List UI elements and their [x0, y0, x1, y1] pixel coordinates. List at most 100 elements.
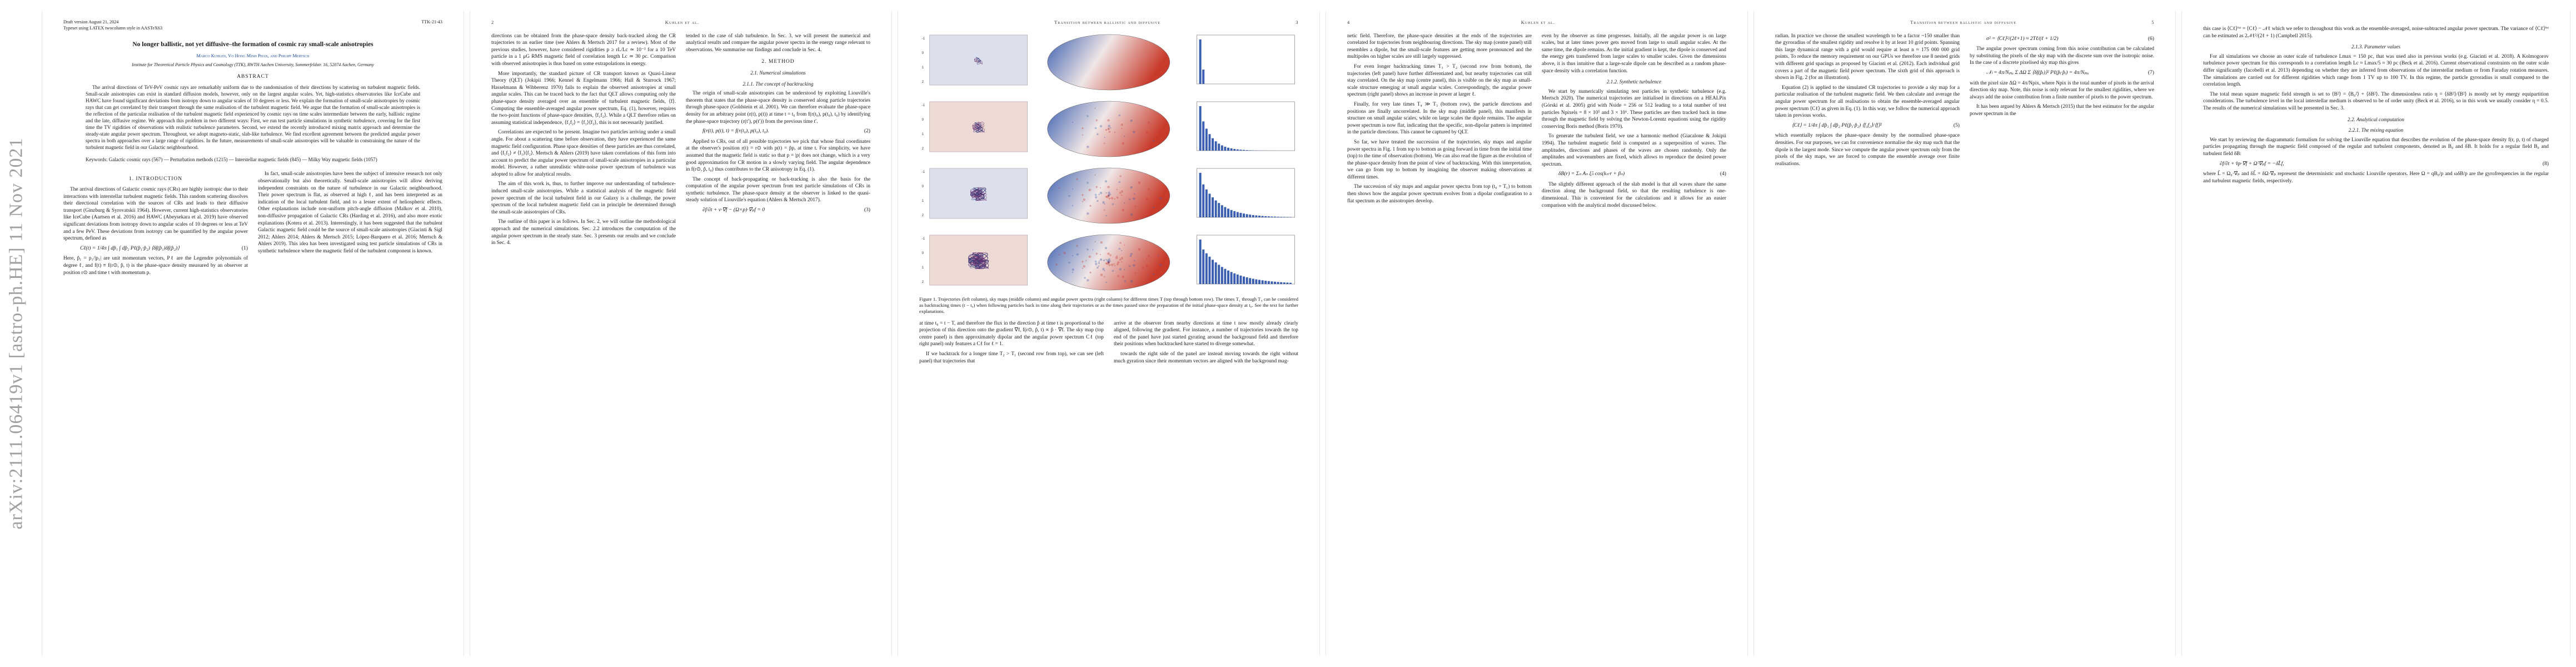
subsubsection-heading: 2.1.2. Synthetic turbulence [1606, 79, 1662, 85]
paragraph: The slightly different approach of the s… [1542, 181, 1726, 208]
paragraph: The origin of small-scale anisotropies c… [686, 91, 870, 125]
paragraph: We start by numerically simulating test … [1542, 88, 1726, 130]
section-heading: 2. METHOD [761, 59, 795, 65]
paragraph: towards the right side of the panel are … [1114, 351, 1298, 364]
svg-text:0: 0 [922, 185, 924, 188]
trajectory-panel: -1 0 1 2 [919, 99, 1031, 158]
authors[interactable]: Marco Kuhlen, Vo Hong Minh Phan, and Phi… [196, 53, 310, 58]
svg-text:2: 2 [922, 214, 924, 217]
svg-text:-1: -1 [922, 237, 925, 241]
preprint-header: Draft version August 21, 2024 Typeset us… [63, 19, 442, 31]
paragraph: If we backtrack for a longer time T₂ > T… [919, 351, 1104, 364]
power-spectrum-panel [1187, 166, 1298, 225]
skymap-panel [1039, 99, 1179, 158]
abstract-heading: ABSTRACT [237, 74, 269, 80]
paragraph: The angular power spectrum coming from t… [1970, 46, 2154, 66]
svg-text:2: 2 [922, 147, 924, 151]
svg-text:-1: -1 [922, 171, 925, 174]
paragraph: It has been argued by Ahlers & Mertsch (… [1970, 104, 2154, 117]
page-number: 3 [1296, 19, 1298, 25]
equation: 𝒩ₗ = 4π/Nₚᵢₓ Σ ΔΩ Σ ⟨δf(p̂ᵢ)⟩² Pℓ(p̂ᵢ·p̂… [1986, 69, 2154, 76]
paragraph: The aim of this work is, thus, to furthe… [491, 181, 676, 215]
page-6: this case is ⟨Cℓ⟩ⁱˢᵒ = ⟨Cℓ⟩ − 𝒩ℓ which w… [2181, 11, 2570, 656]
running-head: Transition between ballistic and diffusi… [1775, 19, 2154, 26]
subsection-heading: 2.1. Numerical simulations [750, 69, 806, 76]
equation: σ² = ⟨Cℓ⟩²/(2ℓ+1) ≈ 2Tℓ/(ℓ + 1/2) (6) [1986, 35, 2154, 42]
paragraph: arrive at the observer from nearby direc… [1114, 320, 1298, 347]
equation: f(r(t), p(t), t) = f(r(t₀), p(t₀), t₀).(… [702, 128, 870, 135]
paragraph: For even longer backtracking times T₃ > … [1347, 63, 1532, 98]
page-2: 2 Kuhlen et al. directions can be obtain… [470, 11, 892, 656]
paragraph: So far, we have treated the succession o… [1347, 139, 1532, 180]
running-title: Transition between ballistic and diffusi… [1054, 19, 1161, 25]
subsubsection-heading: 2.2.1. The mixing equation [2348, 127, 2404, 133]
paragraph: In fact, small-scale anisotropies have b… [258, 171, 442, 254]
keywords: Keywords: Galactic cosmic rays (567) — P… [86, 156, 377, 162]
paragraph: even by the observer as time progresses.… [1542, 33, 1726, 74]
paragraph: The total mean square magnetic field str… [2203, 91, 2549, 111]
skymap-panel [1039, 166, 1179, 225]
draft-date: Draft version August 21, 2024 [63, 19, 119, 24]
trajectory-panel: -1 0 1 2 [919, 233, 1031, 292]
paragraph: For all simulations we choose an outer s… [2203, 53, 2549, 88]
equation: ⟨Cℓ⟩ = 1/4π ∫ dp̂₁ ∫ dp̂₂ Pℓ(p̂₁·p̂₂) ⟨f… [1792, 122, 1960, 128]
subsubsection-heading: 2.1.3. Parameter values [2351, 44, 2401, 50]
paragraph: The outline of this paper is as follows.… [491, 219, 676, 246]
equation: ∂f/∂t + v·∇f − (Ω×p)·∇ₚf = 0 (3) [702, 207, 870, 213]
paragraph: More importantly, the standard picture o… [491, 71, 676, 126]
svg-text:1: 1 [922, 200, 924, 203]
paragraph: Applied to CRs, out of all possible traj… [686, 138, 870, 173]
skymap-panel [1039, 233, 1179, 292]
equation: δB(r) = Σₙ Aₙ ξ̂ₙ cos(kₙ·r + βₙ) (4) [1558, 171, 1726, 177]
running-head: Transition between ballistic and diffusi… [919, 19, 1298, 26]
svg-text:0: 0 [922, 118, 924, 122]
trajectory-panel: -1 0 1 2 [919, 166, 1031, 225]
paragraph: Correlations are expected to be present.… [491, 130, 676, 177]
paper-title: No longer ballistic, not yet diffusive–t… [132, 41, 373, 48]
equation: Cℓ(t) = 1/4π ∫ dp̂₁ ∫ dp̂₂ Pℓ(p̂₁·p̂₂) ⟨… [80, 245, 248, 251]
svg-text:1: 1 [922, 66, 924, 69]
page-1: Draft version August 21, 2024 Typeset us… [42, 11, 464, 656]
running-head: 2 Kuhlen et al. [491, 19, 870, 26]
paragraph: Equation (2) is applied to the simulated… [1775, 84, 1960, 119]
abstract-text: The arrival directions of TeV-PeV cosmic… [86, 84, 420, 150]
paragraph: The succession of sky maps and angular p… [1347, 184, 1532, 204]
page-number: 5 [2151, 19, 2154, 25]
paragraph: with the pixel size ΔΩ = 4π/Npix, where … [1970, 80, 2154, 100]
svg-text:0: 0 [922, 252, 924, 255]
figure-caption: Figure 1. Trajectories (left column), sk… [919, 296, 1298, 314]
paragraph: this case is ⟨Cℓ⟩ⁱˢᵒ = ⟨Cℓ⟩ − 𝒩ℓ which w… [2203, 26, 2549, 39]
paragraph: tended to the case of slab turbulence. I… [686, 33, 870, 53]
subsection-heading: 2.2. Analytical computation [2348, 116, 2404, 122]
power-spectrum-panel [1187, 233, 1298, 292]
svg-text:0: 0 [922, 52, 924, 55]
equation: ∂f/∂t + v̂p·∇f + Ω̂·∇ₚf = −δL̂f, (8) [2220, 160, 2549, 167]
running-head: 4 Kuhlen et al. [1347, 19, 1726, 26]
section-heading: 1. INTRODUCTION [128, 176, 183, 182]
svg-text:-1: -1 [922, 104, 925, 107]
paragraph: where L̂ = Ω₀·∇ₚ and δL̂ = δΩ·∇ₚ represe… [2203, 171, 2549, 184]
figure-grid: -1 0 1 2 -1 0 1 2 -1 0 1 2 -1 0 1 2 [919, 33, 1298, 292]
page-number: 4 [1347, 19, 1350, 25]
arxiv-stamp: arXiv:2111.06419v1 [astro-ph.HE] 11 Nov … [6, 137, 27, 530]
paragraph: radian. In practice we choose the smalle… [1775, 33, 1960, 81]
paragraph: netic field. Therefore, the phase-space … [1347, 33, 1532, 60]
paragraph: directions can be obtained from the phas… [491, 33, 676, 67]
subsubsection-heading: 2.1.1. The concept of backtracking [743, 81, 814, 87]
svg-text:2: 2 [922, 81, 924, 84]
skymap-panel [1039, 33, 1179, 92]
paragraph: Here, p̂₁ = p₁/|p₁| are unit momentum ve… [63, 256, 248, 276]
paragraph: We start by reviewing the diagrammatic f… [2203, 137, 2549, 157]
running-title: Kuhlen et al. [665, 19, 699, 25]
paragraph: at time t₀ = t − T, and therefore the fl… [919, 320, 1104, 347]
running-title: Kuhlen et al. [1521, 19, 1555, 25]
paragraph: which essentially replaces the phase-spa… [1775, 133, 1960, 167]
page-4: 4 Kuhlen et al. netic field. Therefore, … [1326, 11, 1748, 656]
svg-text:1: 1 [922, 266, 924, 270]
power-spectrum-panel [1187, 33, 1298, 92]
power-spectrum-panel [1187, 99, 1298, 158]
paragraph: The concept of back-propagating or back-… [686, 176, 870, 203]
svg-text:1: 1 [922, 133, 924, 136]
page-3: Transition between ballistic and diffusi… [898, 11, 1320, 656]
page-number: 2 [491, 19, 494, 25]
